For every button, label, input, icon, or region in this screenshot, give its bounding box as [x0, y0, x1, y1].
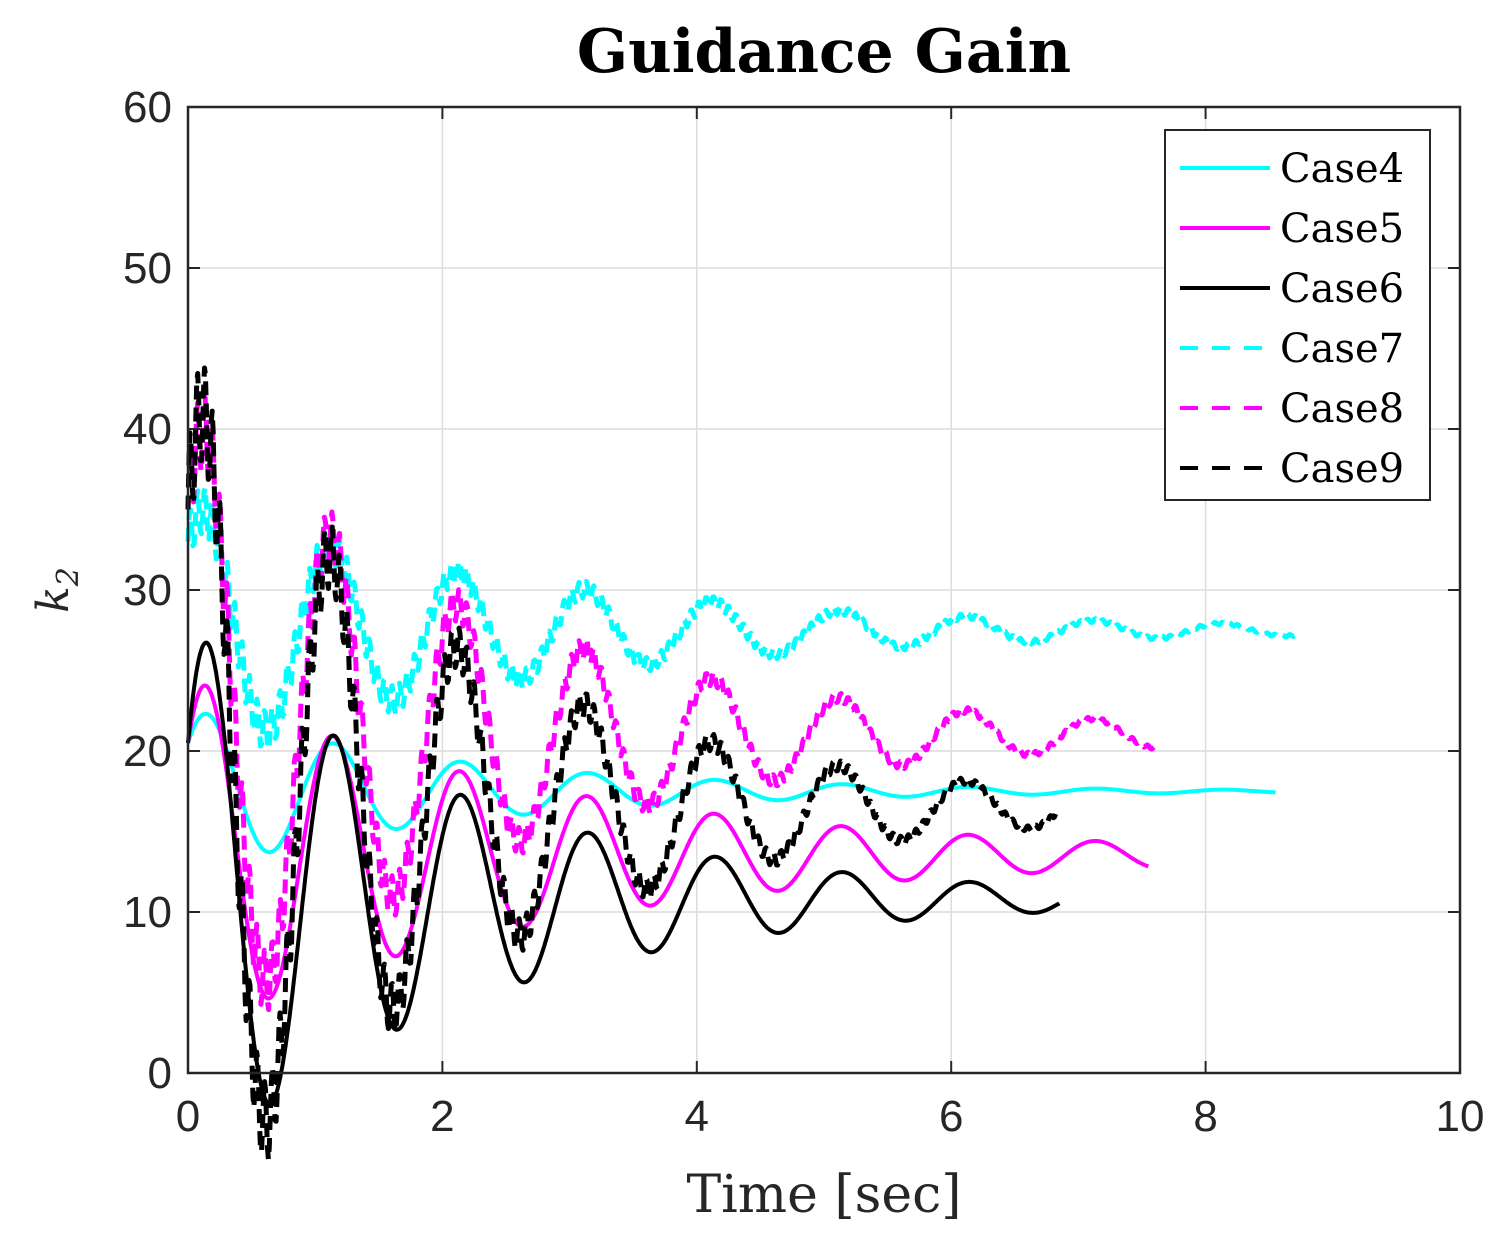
y-axis-label-base: k — [28, 586, 79, 613]
series-line-case6 — [186, 640, 1061, 1106]
y-axis-label: k2 — [28, 567, 86, 613]
legend-label-case7: Case7 — [1280, 326, 1404, 372]
x-tick-label: 10 — [1436, 1092, 1485, 1141]
legend-label-case9: Case9 — [1280, 446, 1404, 492]
y-tick-label: 30 — [123, 566, 172, 615]
legend-label-case4: Case4 — [1280, 146, 1404, 192]
legend: Case4 Case5 Case6 Case7 Case8 Case9 — [1164, 129, 1431, 501]
y-tick-label: 60 — [123, 83, 172, 132]
series-line-case9 — [185, 365, 1061, 1162]
series-line-case8 — [185, 395, 1157, 1013]
x-tick-label: 8 — [1193, 1092, 1217, 1141]
legend-label-case5: Case5 — [1280, 206, 1404, 252]
plot-area — [185, 365, 1296, 1162]
y-axis-label-sub: 2 — [51, 567, 86, 587]
y-tick-label: 10 — [123, 888, 172, 937]
legend-label-case8: Case8 — [1280, 386, 1404, 432]
chart-title: Guidance Gain — [577, 17, 1071, 87]
y-tick-label: 0 — [148, 1049, 172, 1098]
x-tick-label: 0 — [176, 1092, 200, 1141]
y-tick-label: 40 — [123, 405, 172, 454]
legend-box — [1164, 129, 1431, 501]
y-tick-label: 20 — [123, 727, 172, 776]
x-tick-label: 6 — [939, 1092, 963, 1141]
x-axis-label: Time [sec] — [686, 1165, 961, 1225]
y-tick-label: 50 — [123, 244, 172, 293]
x-tick-label: 4 — [685, 1092, 709, 1141]
series-line-case7 — [185, 485, 1296, 752]
x-tick-label: 2 — [430, 1092, 454, 1141]
ticks: 0 2 4 6 8 10 0 10 20 30 40 50 60 — [123, 83, 1484, 1141]
legend-label-case6: Case6 — [1280, 266, 1404, 312]
